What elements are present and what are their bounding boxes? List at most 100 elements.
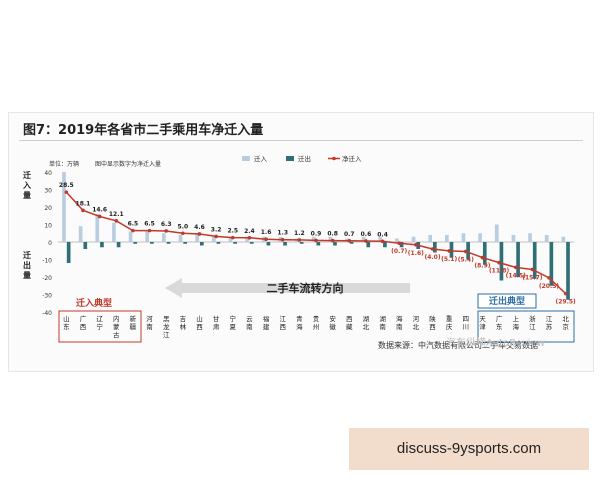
data-label: 14.6 (92, 206, 107, 213)
category-label: 江西 (279, 315, 286, 331)
data-label: 3.2 (211, 226, 222, 233)
outflow-bar (516, 242, 520, 277)
legend-swatch (286, 156, 294, 161)
title-divider (19, 140, 583, 141)
outflow-bar (116, 242, 121, 248)
outflow-bar (449, 242, 454, 258)
data-label: (8.9) (474, 263, 490, 270)
net-point (447, 249, 451, 253)
category-label: 福建 (263, 314, 270, 331)
flow-arrow-label: 二手车流转方向 (267, 281, 344, 295)
outflow-bar (249, 242, 254, 244)
net-point (214, 234, 218, 239)
category-label: 山东 (63, 314, 70, 331)
category-label: 北京 (562, 315, 569, 331)
net-point (513, 265, 518, 270)
source-note: 数据来源：中汽数据有限公司二手车交易数据 (378, 341, 538, 350)
category-label: 西藏 (346, 315, 353, 331)
inflow-bar (195, 233, 199, 242)
data-label: 2.5 (227, 228, 238, 235)
category-label: 四川 (463, 315, 470, 331)
data-label: 1.2 (294, 230, 305, 237)
chart-note: 图中显示数字为净迁入量 (95, 161, 162, 168)
net-point (464, 249, 468, 254)
y-tick-label: -20 (42, 275, 52, 282)
data-label: 12.1 (109, 211, 124, 218)
y-tick-label: 40 (44, 170, 52, 177)
chart-title: 图7：2019年各省市二手乘用车净迁入量 (23, 123, 264, 138)
category-label: 河北 (413, 315, 420, 331)
outflow-bar (100, 242, 104, 248)
y-tick-label: 20 (44, 205, 52, 212)
net-point (297, 238, 302, 242)
net-point (280, 237, 285, 242)
legend-swatch (242, 156, 250, 161)
net-point (147, 228, 152, 233)
legend-marker (332, 156, 336, 161)
inflow-bar (145, 231, 150, 242)
net-point (164, 229, 168, 233)
category-label: 吉林 (180, 315, 187, 331)
net-point (497, 260, 501, 265)
data-label: 18.1 (76, 200, 91, 207)
category-label: 宁夏 (230, 314, 237, 331)
category-label: 天津 (479, 315, 486, 331)
net-point (530, 267, 535, 272)
outflow-bar (482, 242, 487, 265)
category-label: 湖北 (363, 314, 370, 331)
data-label: (5.1) (441, 256, 457, 263)
inflow-bar (311, 236, 316, 242)
inflow-bar (128, 231, 133, 242)
data-label: (11.8) (489, 268, 510, 275)
inflow-bar (511, 235, 516, 242)
data-label: 0.8 (327, 231, 338, 238)
net-point (264, 237, 268, 241)
outflow-bar (549, 242, 554, 286)
watermark: 汽车纵横AutoReview (446, 338, 545, 349)
inflow-bar (378, 236, 383, 242)
inflow-bar (62, 172, 66, 242)
legend-label: 迁入 (254, 154, 268, 163)
inflow-bar (561, 236, 566, 242)
site-label: discuss-9ysports.com (396, 440, 542, 457)
data-label: (14.5) (506, 272, 527, 279)
inflow-bar (461, 233, 466, 242)
outflow-label-box (477, 293, 537, 309)
category-label: 黑龙江 (163, 315, 170, 339)
legend-label: 迁出 (298, 154, 311, 163)
outflow-bar (66, 242, 71, 263)
data-label: 0.7 (344, 231, 355, 238)
legend-label: 净迁入 (342, 154, 362, 163)
outflow-bar (299, 242, 304, 244)
net-point (430, 247, 435, 251)
outflow-bar (499, 242, 504, 281)
category-label: 广东 (496, 314, 503, 331)
inflow-bar (211, 236, 216, 242)
outflow-bar (383, 242, 387, 248)
outflow-bar (199, 242, 204, 246)
outflow-bar (532, 242, 537, 279)
outflow-bar (333, 242, 337, 246)
category-label: 内蒙古 (113, 314, 120, 339)
outflow-bar (83, 242, 88, 249)
outflow-bar (133, 242, 138, 244)
inflow-bar (95, 214, 100, 242)
outflow-bar (466, 242, 470, 260)
data-label: (0.7) (391, 248, 407, 255)
outflow-bar (216, 242, 221, 244)
net-point (81, 208, 85, 213)
net-point (330, 238, 335, 243)
category-label: 海南 (396, 314, 403, 331)
category-label: 浙江 (529, 314, 536, 331)
inflow-bar (78, 226, 83, 242)
inflow-bar (112, 222, 116, 242)
data-label: (29.5) (556, 299, 577, 306)
y-side-bottom: 迁出量 (23, 250, 31, 280)
net-point (563, 291, 568, 296)
outflow-bar (266, 242, 271, 246)
data-label: 6.5 (144, 221, 155, 228)
net-point (64, 190, 69, 194)
category-label: 上海 (512, 314, 519, 331)
site-banner: discuss-9ysports.com (349, 428, 589, 470)
category-label: 广西 (80, 314, 87, 331)
